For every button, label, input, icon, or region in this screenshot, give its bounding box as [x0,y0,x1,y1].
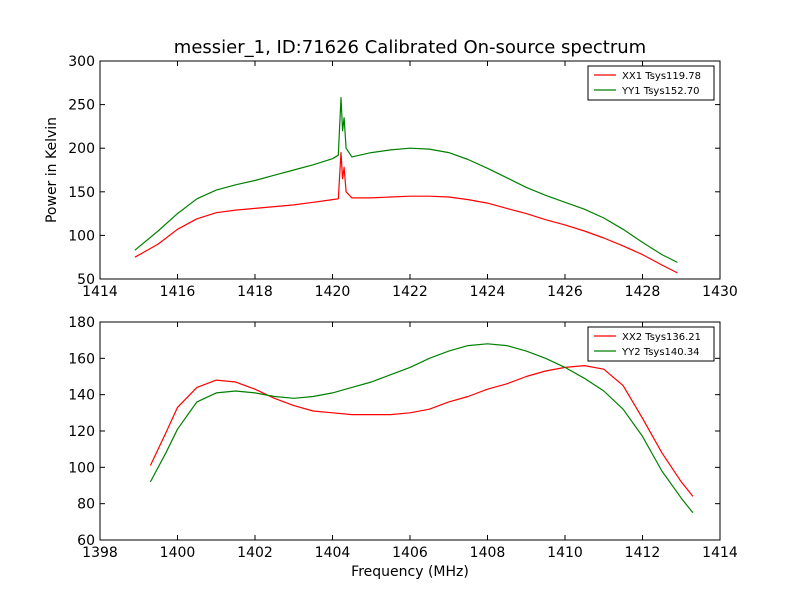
series-line-1 [134,152,678,274]
x-tick-label: 1414 [82,284,118,300]
y-axis-label: Power in Kelvin [44,117,60,223]
legend-box [587,65,715,101]
y-tick-label: 150 [68,185,95,201]
x-tick-label: 1414 [702,545,738,561]
x-tick-label: 1400 [160,545,196,561]
x-tick-label: 1404 [315,545,351,561]
x-tick-label: 1416 [160,284,196,300]
x-tick-label: 1430 [702,284,738,300]
bottom-subplot: 1398 1400 1402 1404 1406 1408 1410 1412 1414 60 80… [68,315,738,580]
series-line-1 [149,365,694,497]
y-tick-label: 180 [68,315,95,331]
y-tick-label: 100 [68,460,95,476]
figure-title: messier_1, ID:71626 Calibrated On-source… [174,37,646,58]
y-tick-label: 250 [68,98,95,114]
x-tick-label: 1398 [82,545,118,561]
legend-entry: XX2 Tsys136.21 [622,332,701,343]
legend-entry: YY2 Tsys140.34 [621,347,700,358]
top-subplot: 1414 1416 1418 1420 1422 1424 1426 1428 1430 50 10… [44,54,738,300]
y-tick-label: 120 [68,424,95,440]
series-line-2 [134,96,678,263]
x-tick-label: 1410 [547,545,583,561]
y-tick-label: 100 [68,228,95,244]
x-axis-label: Frequency (MHz) [351,564,469,580]
x-tick-label: 1428 [625,284,661,300]
y-tick-label: 80 [77,497,95,513]
x-tick-label: 1412 [625,545,661,561]
legend: XX1 Tsys119.78 YY1 Tsys152.70 [587,65,715,101]
legend-box [587,326,715,362]
y-tick-label: 160 [68,351,95,367]
y-tick-label: 50 [77,272,95,288]
x-tick-label: 1426 [547,284,583,300]
x-tick-label: 1406 [392,545,428,561]
legend-entry: XX1 Tsys119.78 [622,71,701,82]
x-tick-label: 1424 [470,284,506,300]
y-tick-label: 140 [68,388,95,404]
x-tick-label: 1422 [392,284,428,300]
x-tick-label: 1418 [237,284,273,300]
y-tick-label: 300 [68,54,95,70]
y-tick-label: 200 [68,141,95,157]
x-tick-label: 1402 [237,545,273,561]
y-tick-label: 60 [77,533,95,549]
legend: XX2 Tsys136.21 YY2 Tsys140.34 [587,326,715,362]
legend-entry: YY1 Tsys152.70 [621,86,700,97]
series-line-2 [149,343,694,514]
x-tick-label: 1420 [315,284,351,300]
x-tick-label: 1408 [470,545,506,561]
